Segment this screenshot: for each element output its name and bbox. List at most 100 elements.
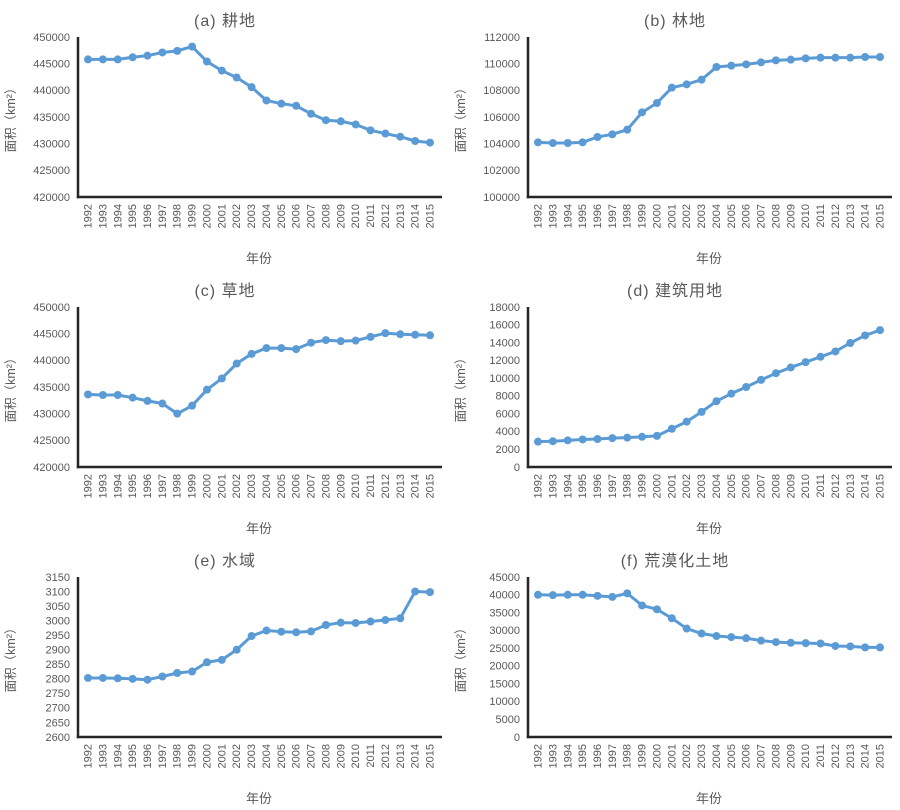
x-tick-label: 1995 bbox=[577, 204, 589, 228]
x-tick-label: 1996 bbox=[142, 744, 154, 768]
x-tick-label: 2002 bbox=[231, 744, 243, 768]
x-tick-label: 2004 bbox=[261, 204, 273, 228]
data-point bbox=[623, 589, 632, 598]
y-tick-label: 35000 bbox=[489, 607, 520, 619]
data-point bbox=[712, 63, 721, 71]
x-tick-label: 1996 bbox=[142, 474, 154, 498]
data-point bbox=[608, 592, 617, 601]
y-tick-label: 6000 bbox=[496, 408, 520, 420]
trend-line bbox=[536, 328, 882, 444]
data-point bbox=[697, 75, 706, 84]
x-axis-title: 年份 bbox=[696, 251, 722, 266]
y-tick-label: 4000 bbox=[496, 426, 520, 438]
data-point bbox=[381, 129, 390, 138]
x-tick-label: 1994 bbox=[562, 204, 574, 228]
x-tick-label: 2008 bbox=[770, 474, 782, 498]
data-point bbox=[381, 616, 390, 625]
data-point bbox=[876, 643, 884, 652]
x-tick-label: 1999 bbox=[637, 474, 649, 498]
data-point bbox=[262, 626, 271, 635]
data-point bbox=[262, 344, 271, 353]
y-tick-label: 102000 bbox=[483, 165, 520, 177]
data-point bbox=[757, 58, 766, 67]
y-axis-title: 面积（km²） bbox=[4, 82, 18, 153]
y-tick-label: 108000 bbox=[483, 85, 520, 97]
y-axis-title: 面积（km²） bbox=[454, 622, 468, 693]
x-tick-label: 2004 bbox=[711, 744, 723, 768]
y-axis-title: 面积（km²） bbox=[4, 622, 18, 693]
x-tick-label: 2004 bbox=[711, 204, 723, 228]
x-tick-label: 2008 bbox=[320, 474, 332, 498]
x-tick-label: 2001 bbox=[216, 744, 228, 768]
y-tick-label: 8000 bbox=[496, 391, 520, 403]
data-point bbox=[277, 627, 286, 636]
y-tick-label: 112000 bbox=[484, 32, 520, 44]
data-point bbox=[742, 60, 751, 69]
x-tick-label: 2005 bbox=[276, 204, 288, 228]
x-tick-label: 2012 bbox=[380, 204, 392, 228]
y-tick-label: 14000 bbox=[489, 337, 520, 349]
x-tick-label: 1992 bbox=[83, 744, 95, 768]
chart-water: 2600 2650 2700 2750 2800 2850 2900 2950 3000 3050… bbox=[4, 572, 442, 806]
y-tick-label: 2600 bbox=[46, 732, 70, 744]
data-point bbox=[727, 633, 736, 642]
x-tick-label: 1997 bbox=[607, 744, 619, 768]
x-tick-label: 2013 bbox=[845, 204, 857, 228]
y-tick-label: 2750 bbox=[46, 688, 70, 700]
data-point bbox=[563, 139, 572, 147]
data-point bbox=[188, 42, 197, 51]
y-tick-label: 5000 bbox=[496, 714, 520, 726]
x-tick-label: 2008 bbox=[770, 744, 782, 768]
x-tick-label: 2012 bbox=[380, 744, 392, 768]
x-tick-label: 2005 bbox=[726, 474, 738, 498]
data-point bbox=[831, 347, 840, 356]
x-tick-label: 2012 bbox=[830, 744, 842, 768]
x-tick-label: 2009 bbox=[785, 744, 797, 768]
data-point bbox=[277, 99, 286, 108]
data-point bbox=[411, 330, 420, 339]
x-axis-title: 年份 bbox=[696, 521, 722, 536]
data-point bbox=[426, 138, 434, 147]
x-tick-label: 1998 bbox=[172, 204, 184, 228]
x-tick-label: 2006 bbox=[741, 744, 753, 768]
y-tick-label: 2850 bbox=[46, 659, 70, 671]
x-tick-label: 2012 bbox=[830, 474, 842, 498]
data-point bbox=[786, 638, 795, 647]
x-tick-label: 1995 bbox=[127, 744, 139, 768]
data-point bbox=[638, 108, 647, 117]
data-point bbox=[173, 669, 182, 677]
x-tick-label: 2011 bbox=[815, 474, 827, 498]
data-point bbox=[846, 339, 855, 347]
x-tick-label: 2004 bbox=[261, 744, 273, 768]
x-tick-label: 2013 bbox=[845, 744, 857, 768]
data-point bbox=[292, 628, 301, 637]
x-tick-label: 1994 bbox=[562, 474, 574, 498]
data-point bbox=[202, 57, 211, 66]
data-point bbox=[652, 431, 661, 440]
data-point bbox=[876, 53, 884, 61]
x-tick-label: 1999 bbox=[637, 744, 649, 768]
data-point bbox=[801, 54, 810, 63]
data-point bbox=[563, 590, 572, 599]
x-tick-label: 2005 bbox=[276, 474, 288, 498]
chart-cropland: 420000 425000 430000 435000 440000 445000 4500… bbox=[4, 32, 442, 266]
y-tick-label: 25000 bbox=[489, 643, 520, 655]
x-tick-label: 2002 bbox=[231, 474, 243, 498]
data-point bbox=[563, 436, 572, 445]
data-point bbox=[217, 66, 226, 75]
data-point bbox=[128, 53, 137, 62]
x-tick-label: 1999 bbox=[187, 204, 199, 228]
data-point bbox=[623, 125, 632, 134]
x-axis-title: 年份 bbox=[696, 791, 722, 806]
x-tick-label: 2005 bbox=[276, 744, 288, 768]
x-tick-label: 2002 bbox=[681, 204, 693, 228]
x-tick-label: 1998 bbox=[622, 204, 634, 228]
data-point bbox=[712, 397, 721, 406]
data-point bbox=[786, 55, 795, 64]
data-point bbox=[307, 627, 316, 636]
data-point bbox=[623, 433, 632, 442]
y-tick-label: 430000 bbox=[33, 138, 70, 150]
data-point bbox=[426, 588, 434, 597]
data-point bbox=[861, 53, 870, 61]
x-tick-label: 2007 bbox=[306, 744, 318, 768]
